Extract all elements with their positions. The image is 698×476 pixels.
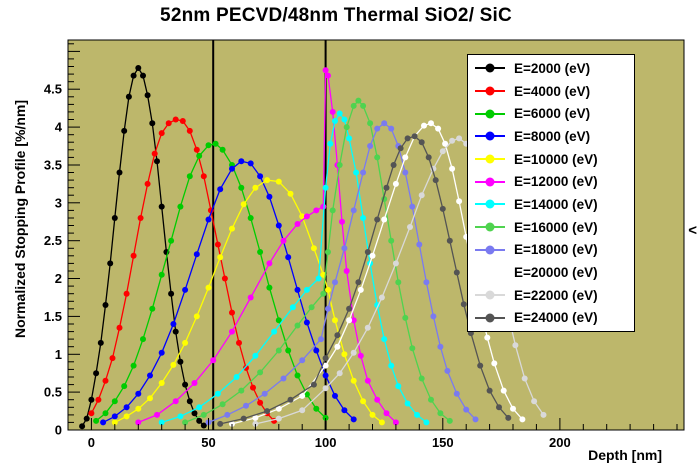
legend-item-7: E=16000 (eV) [468,216,634,239]
series-E-8000-eV [100,158,357,426]
legend-marker-dot [485,199,495,209]
legend-marker-dot [485,222,495,232]
plot-title: 52nm PECVD/48nm Thermal SiO2/ SiC [160,5,512,26]
x-axis-title: Depth [nm] [588,447,662,463]
legend-marker-dot [485,109,495,119]
legend-item-5: E=12000 (eV) [468,170,634,193]
y-axis-ticks [68,43,80,431]
legend-line-marker [475,222,505,232]
legend-item-4: E=10000 (eV) [468,148,634,171]
y-axis-title: Normalized Stopping Profile [%/nm] [12,99,28,338]
legend-item-1: E=4000 (eV) [468,80,634,103]
legend-item-6: E=14000 (eV) [468,193,634,216]
series-E-16000-eV [182,97,453,426]
legend-line-marker [475,267,505,277]
x-tick-label: 150 [432,435,454,450]
legend-marker-dot [485,313,495,323]
legend-marker-dot [485,267,495,277]
y-tick-label: 4.5 [44,82,62,97]
legend-label: E=6000 (eV) [514,106,591,122]
series-E-14000-eV [158,110,430,426]
y-tick-label: 3 [55,195,62,210]
legend-label: E=10000 (eV) [514,151,598,167]
legend-marker-dot [485,63,495,73]
y-tick-label: 0 [55,423,62,438]
legend-label: E=12000 (eV) [514,174,598,190]
legend-label: E=4000 (eV) [514,83,591,99]
legend-item-11: E=24000 (eV) [468,306,634,329]
x-tick-label: 50 [201,435,215,450]
right-edge-glyph: < [688,222,697,239]
series-E-6000-eV [93,140,329,424]
legend-marker-dot [485,290,495,300]
y-tick-label: 3.5 [44,158,62,173]
legend-label: E=22000 (eV) [514,287,598,303]
legend-item-3: E=8000 (eV) [468,125,634,148]
y-tick-label: 2 [55,271,62,286]
legend-label: E=20000 (eV) [514,264,598,280]
legend-item-9: E=20000 (eV) [468,261,634,284]
legend-marker-dot [485,131,495,141]
x-tick-labels: 0 50 100 150 200 [88,435,571,450]
legend-line-marker [475,63,505,73]
legend-label: E=24000 (eV) [514,310,598,326]
series-E-10000-eV [111,177,385,426]
legend-item-0: E=2000 (eV) [468,57,634,80]
legend-marker-dot [485,154,495,164]
x-axis-ticks [67,418,678,430]
legend-item-10: E=22000 (eV) [468,284,634,307]
legend-label: E=18000 (eV) [514,242,598,258]
y-tick-label: 1.5 [44,309,62,324]
legend-label: E=14000 (eV) [514,196,598,212]
y-tick-label: 4 [55,120,63,135]
series-E-24000-eV [217,133,512,427]
legend-label: E=16000 (eV) [514,219,598,235]
legend-line-marker [475,177,505,187]
x-tick-label: 200 [549,435,571,450]
y-tick-labels: 0 0.5 1 1.5 2 2.5 3 3.5 4 4.5 [44,82,63,438]
legend-line-marker [475,154,505,164]
y-tick-label: 2.5 [44,233,62,248]
legend: E=2000 (eV) E=4000 (eV) E=6000 (eV) E=8000 … [467,54,635,332]
y-tick-label: 1 [55,347,62,362]
series-E-2000-eV [79,65,207,430]
x-tick-label: 100 [315,435,337,450]
legend-line-marker [475,131,505,141]
y-tick-label: 0.5 [44,385,62,400]
legend-line-marker [475,313,505,323]
legend-line-marker [475,245,505,255]
legend-label: E=2000 (eV) [514,60,591,76]
legend-label: E=8000 (eV) [514,128,591,144]
legend-item-2: E=6000 (eV) [468,102,634,125]
x-tick-label: 0 [88,435,95,450]
legend-line-marker [475,290,505,300]
legend-line-marker [475,109,505,119]
series-E-4000-eV [88,116,278,424]
legend-item-8: E=18000 (eV) [468,238,634,261]
legend-marker-dot [485,177,495,187]
legend-line-marker [475,199,505,209]
legend-line-marker [475,86,505,96]
legend-marker-dot [485,245,495,255]
legend-marker-dot [485,86,495,96]
